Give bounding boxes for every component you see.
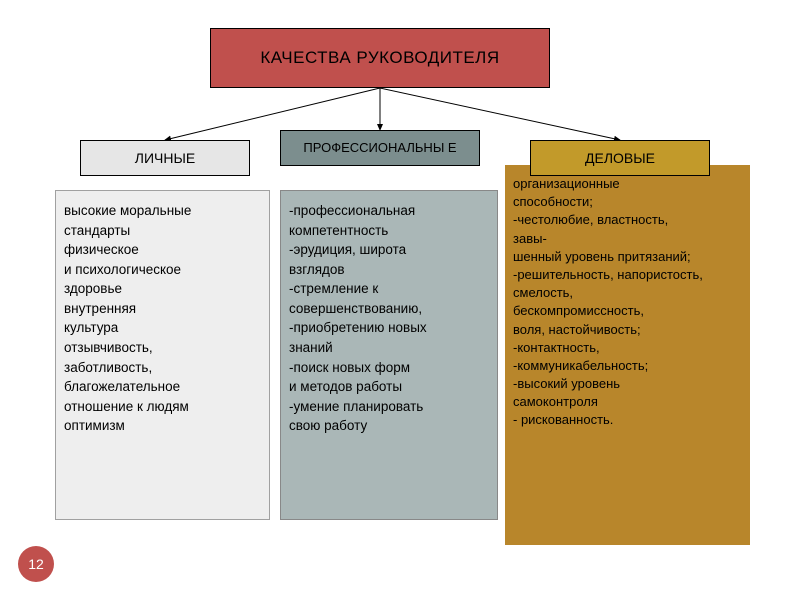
content-business: организационные способности; -честолюбие… xyxy=(505,165,750,545)
page-number-badge: 12 xyxy=(18,546,54,582)
category-professional: ПРОФЕССИОНАЛЬНЫ Е xyxy=(280,130,480,166)
category-personal: ЛИЧНЫЕ xyxy=(80,140,250,176)
content-professional: -профессиональная компетентность -эрудиц… xyxy=(280,190,498,520)
content-personal: высокие моральные стандарты физическое и… xyxy=(55,190,270,520)
diagram-title: КАЧЕСТВА РУКОВОДИТЕЛЯ xyxy=(210,28,550,88)
category-business: ДЕЛОВЫЕ xyxy=(530,140,710,176)
